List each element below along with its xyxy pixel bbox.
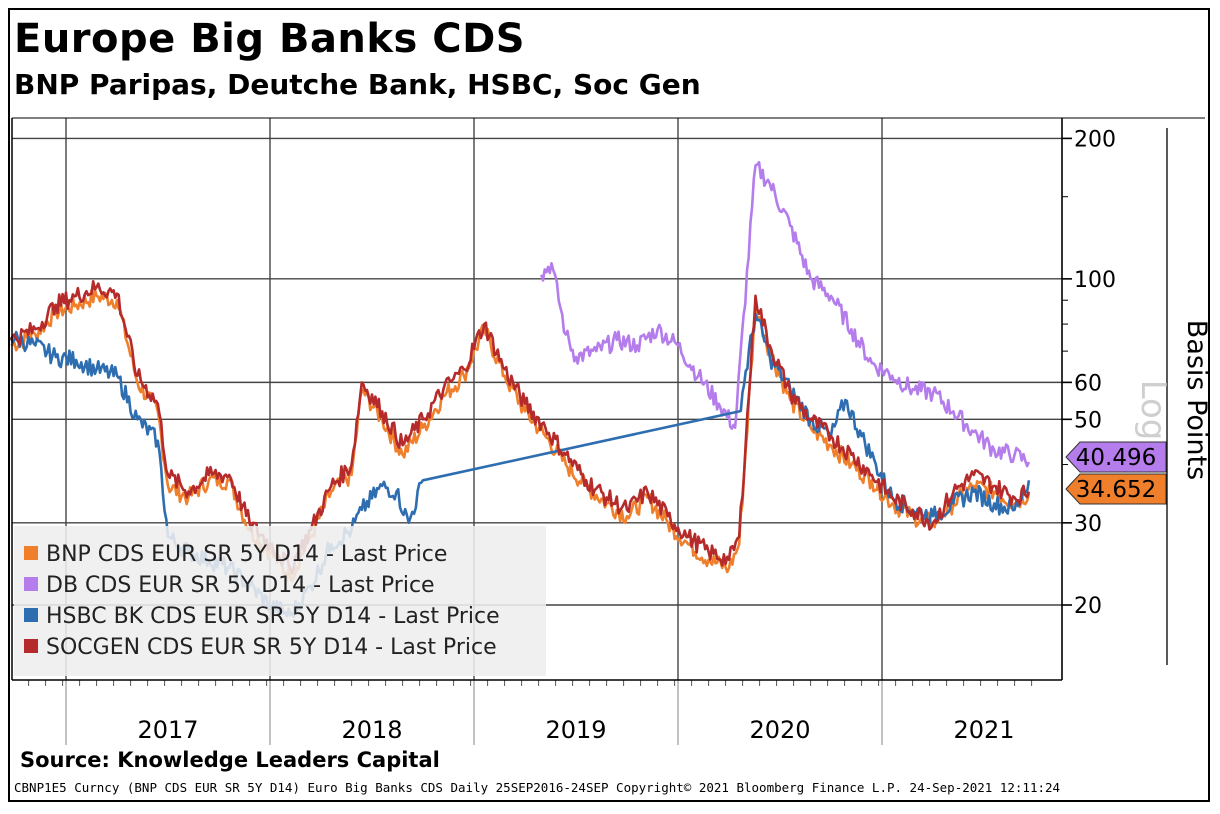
legend-background	[14, 526, 546, 676]
last-value-tag	[1065, 473, 1167, 505]
series-line-socgen	[9, 280, 1031, 575]
legend-entry: DB CDS EUR SR 5Y D14 - Last Price	[46, 573, 435, 598]
chart-subtitle: BNP Paripas, Deutche Bank, HSBC, Soc Gen	[14, 68, 701, 101]
last-value-label: 40.496	[1076, 445, 1156, 471]
y-tick-label: 200	[1074, 127, 1116, 152]
y-tick-label: 20	[1074, 594, 1102, 619]
legend-swatch	[24, 608, 38, 622]
log-scale-label: Log	[1133, 380, 1173, 441]
x-tick-label: 2020	[749, 716, 810, 744]
series-line-db	[540, 161, 1031, 468]
y-tick-label: 60	[1074, 371, 1102, 396]
x-tick-label: 2019	[545, 716, 606, 744]
legend-entry: SOCGEN CDS EUR SR 5Y D14 - Last Price	[46, 635, 497, 660]
y-tick-label: 100	[1074, 268, 1116, 293]
x-tick-label: 2018	[341, 716, 402, 744]
last-value-tag	[1065, 441, 1167, 473]
legend-swatch	[24, 546, 38, 560]
legend-entry: BNP CDS EUR SR 5Y D14 - Last Price	[46, 542, 447, 567]
axes: 2017 2018 2019 2020 2021 20 30 50 60 100 200 Basis …	[11, 117, 1212, 744]
legend-entry: HSBC BK CDS EUR SR 5Y D14 - Last Price	[46, 604, 500, 629]
source-note: Source: Knowledge Leaders Capital	[20, 748, 440, 772]
last-value-label: 34.652	[1076, 477, 1156, 503]
y-tick-label: 50	[1074, 408, 1102, 433]
y-axis-label: Basis Points	[1181, 320, 1212, 480]
bloomberg-footer: CBNP1E5 Curncy (BNP CDS EUR SR 5Y D14) E…	[14, 780, 1061, 795]
last-value-tags: 40.496 34.652	[1065, 441, 1167, 505]
chart-title: Europe Big Banks CDS	[14, 16, 526, 62]
x-tick-label: 2017	[137, 716, 198, 744]
series-lines	[9, 161, 1031, 619]
legend-swatch	[24, 577, 38, 591]
legend-swatch	[24, 639, 38, 653]
legend: BNP CDS EUR SR 5Y D14 - Last Price DB CDS…	[14, 526, 546, 676]
x-tick-label: 2021	[953, 716, 1014, 744]
y-tick-label: 30	[1074, 512, 1102, 537]
